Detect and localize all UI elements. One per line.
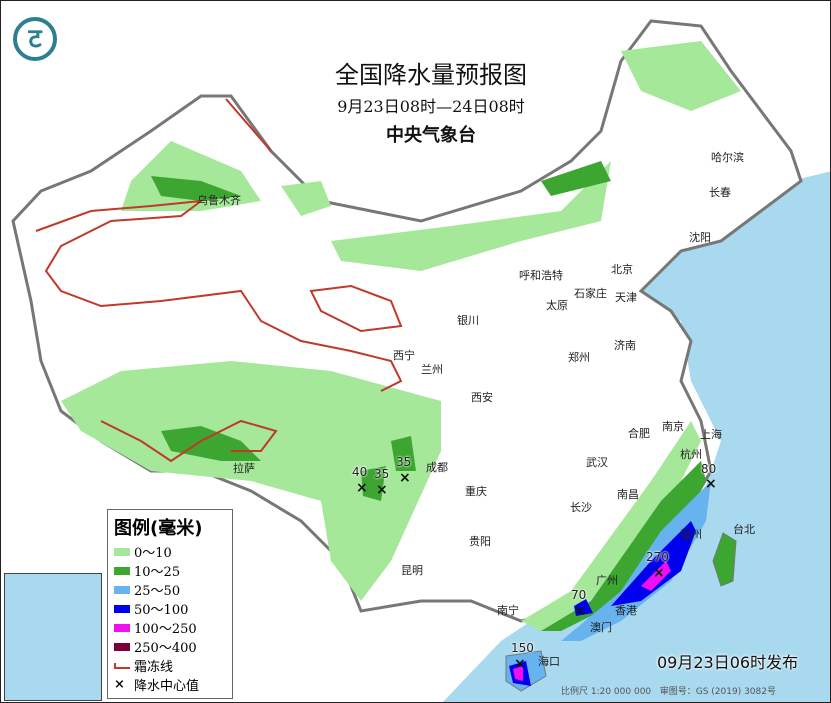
center-marker-icon: × — [356, 480, 368, 496]
city-label: 西宁 — [393, 349, 415, 362]
legend-item: 100～250 — [114, 618, 226, 637]
city-label: 济南 — [614, 339, 636, 352]
center-value: 70 — [571, 588, 587, 602]
rain-100-250 — [513, 561, 671, 681]
city-label: 重庆 — [465, 485, 487, 498]
center-marker-icon: × — [399, 470, 411, 486]
center-marker-icon: × — [653, 565, 665, 581]
city-label: 沈阳 — [689, 231, 711, 244]
city-label: 长沙 — [570, 501, 592, 514]
center-marker-icon: × — [376, 482, 388, 498]
city-label: 广州 — [596, 574, 618, 587]
city-label: 南京 — [662, 420, 684, 433]
city-label: 呼和浩特 — [519, 269, 563, 282]
center-value: 35 — [396, 455, 412, 469]
center-value: 35 — [374, 467, 390, 481]
city-label: 海口 — [538, 655, 560, 668]
rain-50-100 — [509, 521, 696, 686]
legend: 图例(毫米) 0～10 10～25 25～50 50～100 100～250 2… — [107, 509, 233, 699]
city-label: 南昌 — [617, 488, 639, 501]
city-label: 福州 — [680, 528, 702, 541]
south-china-sea-inset — [4, 573, 102, 701]
frost-line — [35, 98, 403, 463]
legend-item: 0～10 — [114, 542, 226, 561]
taiwan — [712, 532, 737, 587]
city-label: 台北 — [733, 523, 755, 536]
city-label: 合肥 — [628, 427, 650, 440]
city-label: 哈尔滨 — [711, 151, 744, 164]
city-label: 昆明 — [401, 564, 423, 577]
center-marker-icon: × — [574, 603, 586, 619]
map-title: 全国降水量预报图 — [335, 61, 527, 89]
city-label: 南宁 — [497, 604, 519, 617]
legend-item-frost: 霜冻线 — [114, 656, 226, 675]
city-label: 北京 — [611, 263, 633, 276]
legend-item: 25～50 — [114, 580, 226, 599]
center-marker-icon: × — [705, 476, 717, 492]
center-marker-icon: × — [114, 677, 125, 692]
city-label: 武汉 — [586, 456, 608, 469]
city-label: 贵阳 — [469, 535, 491, 548]
city-label: 太原 — [546, 299, 568, 312]
map-period: 9月23日08时—24日08时 — [337, 97, 525, 116]
legend-item: 50～100 — [114, 599, 226, 618]
cma-logo-icon: ट — [13, 17, 57, 61]
map-footer: 比例尺 1:20 000 000 审图号：GS (2019) 3082号 — [561, 687, 776, 697]
city-label: 郑州 — [568, 351, 590, 364]
legend-item-center: × 降水中心值 — [114, 677, 200, 694]
city-label: 成都 — [426, 461, 448, 474]
city-label: 长春 — [709, 186, 731, 199]
map-issuer: 中央气象台 — [386, 125, 476, 146]
city-label: 拉萨 — [233, 462, 255, 475]
city-label: 石家庄 — [574, 287, 607, 300]
city-label: 银川 — [457, 314, 479, 327]
rain-10-25 — [151, 161, 706, 631]
center-marker-icon: × — [514, 656, 526, 672]
city-label: 杭州 — [680, 448, 702, 461]
center-value: 80 — [701, 462, 717, 476]
legend-title: 图例(毫米) — [114, 518, 203, 539]
city-label: 香港 — [615, 604, 637, 617]
legend-item: 10～25 — [114, 561, 226, 580]
city-label: 天津 — [615, 291, 637, 304]
legend-item: 250～400 — [114, 637, 226, 656]
rain-0-10 — [61, 41, 741, 631]
center-value: 150 — [511, 641, 534, 655]
center-value: 270 — [646, 550, 669, 564]
published-time: 09月23日06时发布 — [657, 653, 799, 672]
city-label: 澳门 — [590, 621, 612, 634]
rain-25-50 — [561, 481, 711, 641]
city-label: 乌鲁木齐 — [197, 194, 241, 207]
frost-line-icon — [114, 662, 130, 669]
city-label: 兰州 — [421, 363, 443, 376]
center-value: 40 — [352, 465, 368, 479]
city-label: 西安 — [471, 391, 493, 404]
city-label: 上海 — [700, 428, 722, 441]
